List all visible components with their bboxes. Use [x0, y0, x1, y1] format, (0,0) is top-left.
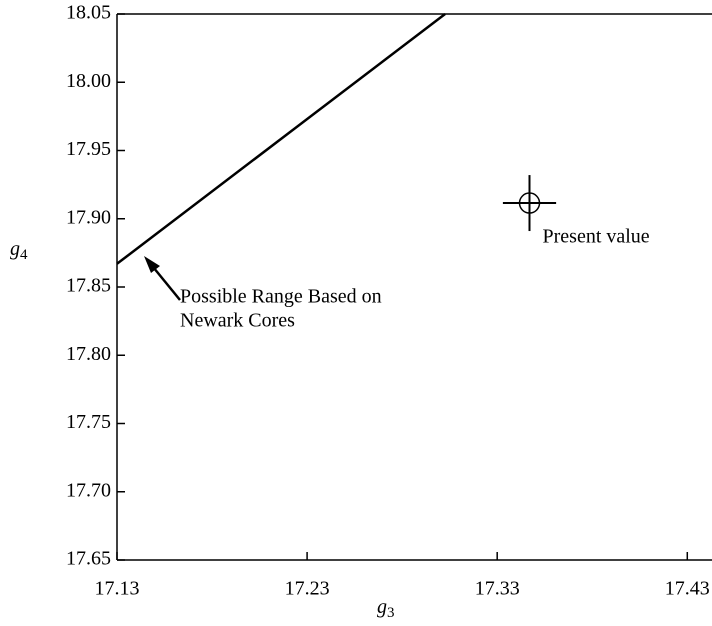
x-tick-label: 17.43	[665, 578, 710, 600]
y-axis-label-sub: 4	[20, 247, 28, 263]
y-tick-label: 17.80	[66, 343, 111, 365]
present-point	[518, 192, 541, 214]
y-tick-label: 17.90	[66, 206, 111, 228]
y-tick-label: 18.00	[66, 70, 111, 92]
y-tick-label: 17.85	[66, 275, 111, 297]
x-tick-label: 17.33	[475, 578, 520, 600]
y-tick-label: 17.75	[66, 411, 111, 433]
x-tick-label: 17.23	[285, 578, 330, 600]
y-tick-label: 17.70	[66, 479, 111, 501]
range-line	[116, 13, 446, 265]
y-tick-label: 17.65	[66, 548, 111, 570]
y-axis-label: g4	[10, 238, 28, 264]
x-tick-label: 17.13	[95, 578, 140, 600]
x-axis-label-sub: 3	[387, 605, 395, 621]
arrow-head	[144, 256, 160, 273]
y-tick-label: 17.95	[66, 138, 111, 160]
annotation: Newark Cores	[180, 310, 295, 332]
y-tick-label: 18.05	[66, 2, 111, 24]
x-axis-label-base: g	[377, 596, 387, 618]
y-axis-label-base: g	[10, 238, 20, 260]
point-label: Present value	[543, 226, 650, 248]
x-axis-label: g3	[377, 596, 395, 622]
annotation: Possible Range Based on	[180, 286, 382, 308]
